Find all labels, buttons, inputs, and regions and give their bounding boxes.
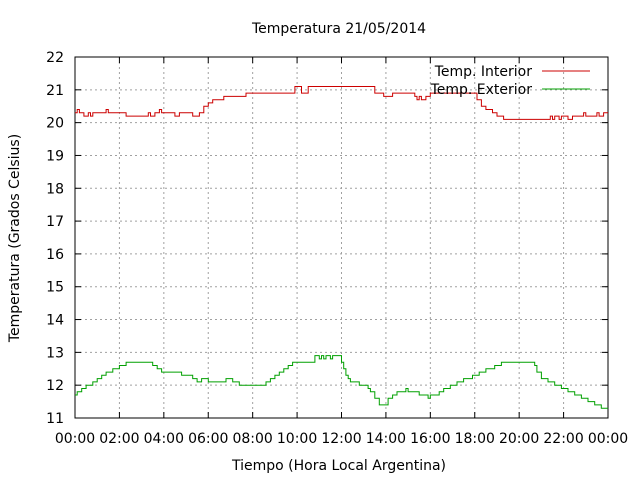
y-tick-label: 14 <box>46 313 64 329</box>
x-tick-label: 12:00 <box>321 431 361 447</box>
y-tick-label: 15 <box>46 280 64 296</box>
grid <box>75 57 608 418</box>
x-tick-label: 02:00 <box>99 431 139 447</box>
x-tick-label: 08:00 <box>232 431 272 447</box>
x-tick-label: 22:00 <box>543 431 583 447</box>
y-tick-label: 20 <box>46 116 64 132</box>
series-interior-line <box>75 86 608 120</box>
x-tick-label: 06:00 <box>188 431 228 447</box>
axis-ticks: 00:00 02:00 04:00 06:00 08:00 10:00 12:00 14:00… <box>46 50 628 447</box>
y-tick-label: 13 <box>46 345 64 361</box>
y-tick-label: 12 <box>46 378 64 394</box>
y-tick-label: 21 <box>46 83 64 99</box>
x-tick-label: 00:00 <box>588 431 628 447</box>
y-axis-label: Temperatura (Grados Celsius) <box>7 134 23 343</box>
y-tick-label: 11 <box>46 411 64 427</box>
x-tick-label: 04:00 <box>144 431 184 447</box>
series-lines <box>75 86 608 409</box>
legend-label-interior: Temp. Interior <box>434 64 533 80</box>
chart-title: Temperatura 21/05/2014 <box>251 21 426 37</box>
x-tick-label: 14:00 <box>366 431 406 447</box>
series-exterior-line <box>75 355 608 409</box>
y-tick-label: 22 <box>46 50 64 66</box>
y-tick-label: 16 <box>46 247 64 263</box>
legend-label-exterior: Temp. Exterior <box>430 82 533 98</box>
y-tick-label: 18 <box>46 181 64 197</box>
x-tick-label: 10:00 <box>277 431 317 447</box>
legend: Temp. Interior Temp. Exterior <box>430 64 590 98</box>
x-axis-label: Tiempo (Hora Local Argentina) <box>231 458 446 474</box>
x-tick-label: 00:00 <box>55 431 95 447</box>
y-tick-label: 17 <box>46 214 64 230</box>
x-tick-label: 18:00 <box>455 431 495 447</box>
y-tick-label: 19 <box>46 148 64 164</box>
x-tick-label: 20:00 <box>499 431 539 447</box>
x-tick-label: 16:00 <box>410 431 450 447</box>
